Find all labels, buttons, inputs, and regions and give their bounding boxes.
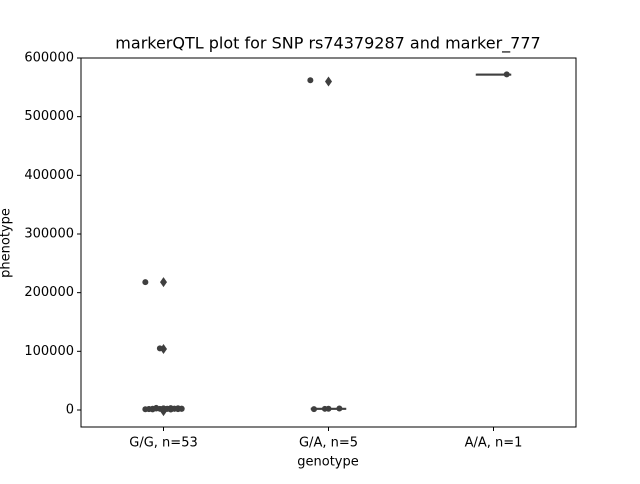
point: [156, 345, 163, 352]
y-tick-label: 600000: [24, 51, 74, 66]
point: [153, 404, 160, 411]
plot-frame: [80, 57, 577, 428]
point: [325, 405, 332, 412]
point: [142, 279, 149, 286]
point: [167, 406, 174, 413]
y-tick-label: 0: [66, 402, 74, 417]
x-tick-label: G/G, n=53: [129, 436, 197, 451]
y-axis-label: phenotype: [0, 208, 14, 278]
x-axis-label: genotype: [297, 455, 358, 470]
point: [503, 71, 510, 78]
y-tick-label: 300000: [24, 226, 74, 241]
outlier: [325, 76, 332, 87]
outlier: [160, 277, 167, 288]
point: [336, 405, 343, 412]
y-tick-label: 100000: [24, 344, 74, 359]
point: [310, 406, 317, 413]
point: [307, 77, 314, 84]
x-tick-label: A/A, n=1: [465, 436, 523, 451]
x-tick-label: G/A, n=5: [299, 436, 358, 451]
y-tick-label: 400000: [24, 168, 74, 183]
chart-title: markerQTL plot for SNP rs74379287 and ma…: [115, 34, 540, 54]
y-tick-label: 200000: [24, 285, 74, 300]
y-tick-label: 500000: [24, 109, 74, 124]
point: [178, 405, 185, 412]
